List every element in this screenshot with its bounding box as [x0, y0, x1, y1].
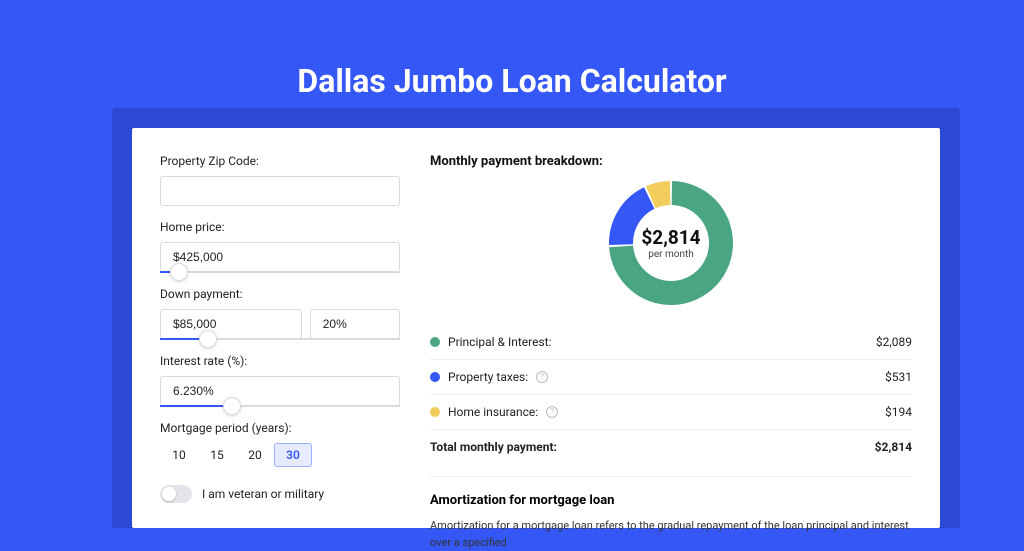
legend-label: Principal & Interest: — [448, 335, 552, 349]
page-title: Dallas Jumbo Loan Calculator — [0, 0, 1024, 100]
legend-value: $2,089 — [876, 335, 912, 349]
donut-sub: per month — [648, 249, 694, 260]
down-payment-percent-input[interactable] — [310, 309, 400, 339]
period-label: Mortgage period (years): — [160, 421, 400, 435]
total-value: $2,814 — [875, 440, 912, 454]
period-option[interactable]: 30 — [274, 443, 312, 467]
zip-label: Property Zip Code: — [160, 154, 400, 168]
donut-wrap: $2,814 per month — [430, 179, 912, 307]
legend-label: Property taxes: — [448, 370, 528, 384]
down-payment-slider[interactable] — [160, 338, 400, 340]
legend-dot — [430, 407, 440, 417]
amortization-section: Amortization for mortgage loan Amortizat… — [430, 476, 912, 551]
donut-chart: $2,814 per month — [607, 179, 735, 307]
breakdown-line: Home insurance:? $194 — [430, 394, 912, 429]
legend-value: $194 — [885, 405, 912, 419]
breakdown-panel: Monthly payment breakdown: $2,814 per mo… — [430, 154, 912, 528]
down-payment-group: Down payment: — [160, 287, 400, 340]
amortization-text: Amortization for a mortgage loan refers … — [430, 518, 912, 551]
home-price-input[interactable] — [160, 242, 400, 272]
down-payment-amount-input[interactable] — [160, 309, 302, 339]
amortization-title: Amortization for mortgage loan — [430, 493, 912, 508]
donut-center: $2,814 per month — [607, 179, 735, 307]
total-line: Total monthly payment: $2,814 — [430, 429, 912, 464]
page: Dallas Jumbo Loan Calculator Property Zi… — [0, 0, 1024, 512]
calculator-card: Property Zip Code: Home price: Down paym… — [132, 128, 940, 528]
legend-dot — [430, 337, 440, 347]
home-price-group: Home price: — [160, 220, 400, 273]
form-panel: Property Zip Code: Home price: Down paym… — [160, 154, 400, 528]
info-icon[interactable]: ? — [536, 371, 548, 383]
period-options: 10152030 — [160, 443, 400, 467]
legend-dot — [430, 372, 440, 382]
total-label: Total monthly payment: — [430, 440, 557, 454]
donut-amount: $2,814 — [641, 226, 700, 249]
veteran-toggle[interactable] — [160, 485, 192, 503]
veteran-label: I am veteran or military — [202, 487, 324, 501]
breakdown-line: Principal & Interest: $2,089 — [430, 325, 912, 359]
period-option[interactable]: 10 — [160, 443, 198, 467]
legend-value: $531 — [885, 370, 912, 384]
interest-slider[interactable] — [160, 405, 400, 407]
interest-label: Interest rate (%): — [160, 354, 400, 368]
veteran-row: I am veteran or military — [160, 485, 400, 503]
zip-input[interactable] — [160, 176, 400, 206]
interest-input[interactable] — [160, 376, 400, 406]
breakdown-lines: Principal & Interest: $2,089 Property taxe… — [430, 325, 912, 429]
period-option[interactable]: 20 — [236, 443, 274, 467]
interest-group: Interest rate (%): — [160, 354, 400, 407]
down-payment-label: Down payment: — [160, 287, 400, 301]
breakdown-title: Monthly payment breakdown: — [430, 154, 912, 169]
home-price-slider[interactable] — [160, 271, 400, 273]
period-option[interactable]: 15 — [198, 443, 236, 467]
zip-group: Property Zip Code: — [160, 154, 400, 206]
legend-label: Home insurance: — [448, 405, 538, 419]
info-icon[interactable]: ? — [546, 406, 558, 418]
period-group: Mortgage period (years): 10152030 — [160, 421, 400, 467]
breakdown-line: Property taxes:? $531 — [430, 359, 912, 394]
home-price-label: Home price: — [160, 220, 400, 234]
